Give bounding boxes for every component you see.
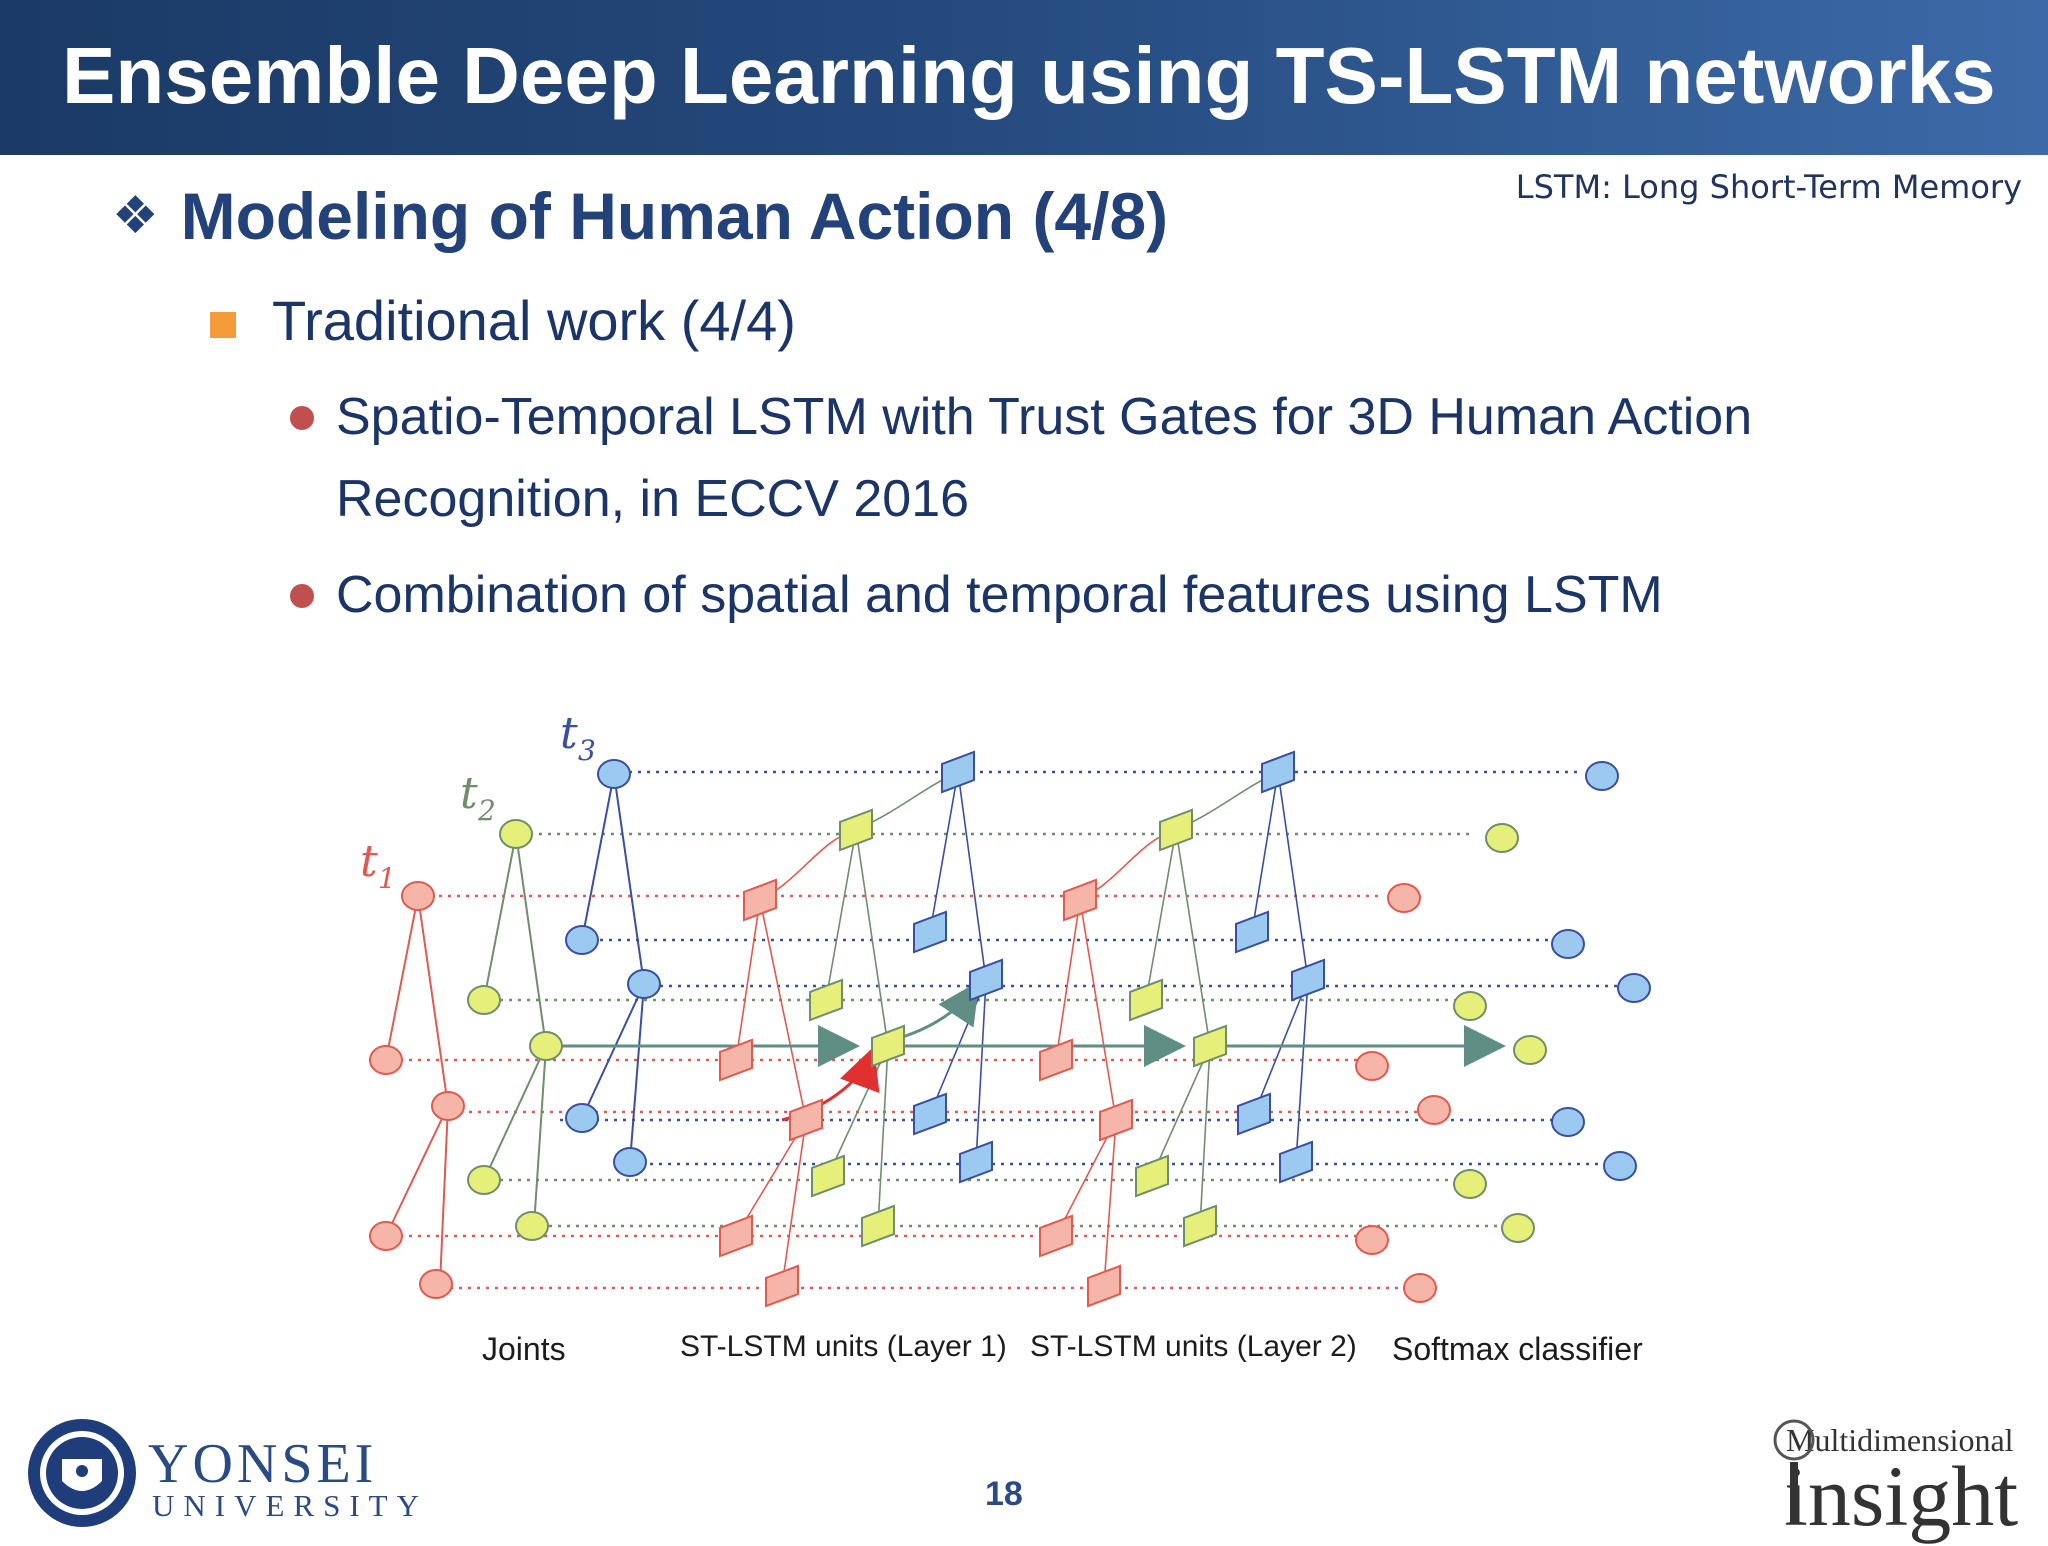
st-lstm-unit (871, 1024, 905, 1068)
university-name: YONSEI (148, 1433, 378, 1495)
st-lstm-unit (1063, 878, 1097, 922)
st-lstm-unit (969, 958, 1003, 1002)
st-lstm-unit (1237, 1092, 1271, 1136)
caption-softmax: Softmax classifier (1392, 1331, 1643, 1367)
st-lstm-unit (1087, 1264, 1121, 1308)
round-bullet-icon (290, 584, 314, 608)
title-bar: Ensemble Deep Learning using TS-LSTM net… (0, 0, 2048, 155)
st-lstm-unit (1099, 1098, 1133, 1142)
flow-arrows (546, 981, 1506, 1067)
st-lstm-unit (1039, 1214, 1073, 1258)
acronym-note: LSTM: Long Short-Term Memory (1515, 168, 2022, 206)
skeleton-t3 (581, 773, 645, 1163)
st-lstm-unit (1193, 1024, 1227, 1068)
st-lstm-unit (839, 808, 873, 852)
st-lstm-unit (861, 1204, 895, 1248)
magnifier-icon (1773, 1419, 1815, 1524)
university-sub: UNIVERSITY (152, 1488, 428, 1523)
st-lstm-unit (789, 1098, 823, 1142)
level1-heading: ❖ Modeling of Human Action (4/8) (112, 178, 1168, 254)
st-lstm-unit (1279, 1140, 1313, 1184)
t2-label: t (460, 768, 478, 819)
st-lstm-units (719, 750, 1325, 1308)
level2-text: Traditional work (4/4) (272, 289, 796, 352)
dotted-guides (400, 770, 1620, 1290)
t3-label: t (560, 708, 578, 759)
t3-sub: 3 (578, 734, 596, 767)
st-lstm-unit (719, 1038, 753, 1082)
diamond-bullet-icon: ❖ (112, 187, 159, 245)
caption-joints: Joints (482, 1331, 566, 1367)
st-lstm-unit (1183, 1204, 1217, 1248)
softmax-nodes (1355, 761, 1651, 1303)
st-lstm-unit (1235, 910, 1269, 954)
st-lstm-unit (1159, 808, 1193, 852)
level3-item: Spatio-Temporal LSTM with Trust Gates fo… (336, 388, 1753, 528)
level3-item: Combination of spatial and temporal feat… (336, 566, 1663, 624)
caption-layer2: ST-LSTM units (Layer 2) (1030, 1330, 1357, 1363)
skeleton-t2 (483, 833, 547, 1227)
page-number: 18 (985, 1475, 1023, 1513)
skeleton-t1 (385, 895, 449, 1285)
st-lstm-unit (765, 1264, 799, 1308)
lab-name-line1: Multidimensional (1786, 1422, 2014, 1458)
caption-layer1: ST-LSTM units (Layer 1) (680, 1330, 1007, 1363)
st-lstm-unit (1135, 1154, 1169, 1198)
level1-text: Modeling of Human Action (4/8) (180, 179, 1169, 253)
st-lstm-unit (959, 1140, 993, 1184)
st-lstm-unit (1129, 978, 1163, 1022)
st-lstm-unit (1261, 750, 1295, 794)
t2-sub: 2 (477, 794, 496, 827)
slide-title: Ensemble Deep Learning using TS-LSTM net… (62, 31, 1996, 120)
st-lstm-unit (719, 1214, 753, 1258)
st-lstm-unit (743, 878, 777, 922)
t1-label: t (360, 836, 378, 887)
lab-name-line2: insight (1784, 1448, 2019, 1544)
st-lstm-unit (1291, 958, 1325, 1002)
st-lstm-diagram: t 1 t 2 t 3 Joints ST-LSTM units (Layer … (360, 708, 1651, 1367)
t1-sub: 1 (378, 862, 396, 895)
yonsei-seal-icon (28, 1419, 136, 1527)
st-lstm-unit (811, 1154, 845, 1198)
square-bullet-icon (210, 312, 236, 338)
round-bullet-icon (290, 406, 314, 430)
st-lstm-unit (913, 1092, 947, 1136)
st-lstm-unit (913, 910, 947, 954)
st-lstm-unit (1039, 1038, 1073, 1082)
st-lstm-unit (809, 978, 843, 1022)
joints (369, 759, 661, 1299)
st-lstm-unit (941, 750, 975, 794)
